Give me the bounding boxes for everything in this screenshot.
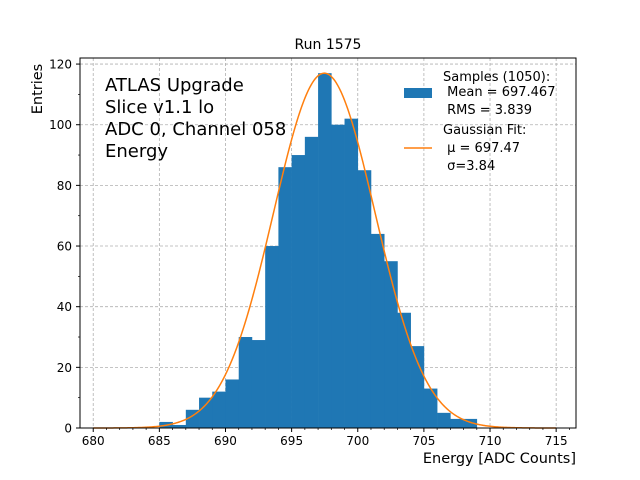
histogram-bars	[159, 73, 478, 429]
x-tick-label: 690	[214, 434, 237, 448]
histogram-bar	[463, 418, 478, 428]
x-tick-label: 695	[280, 434, 303, 448]
histogram-bar	[212, 391, 226, 428]
legend-fit-label: Gaussian Fit:	[443, 123, 526, 138]
annotation-line: ATLAS Upgrade	[105, 75, 244, 96]
x-tick-label: 700	[346, 434, 369, 448]
histogram-bar	[344, 118, 359, 429]
histogram-bar	[304, 136, 319, 428]
histogram-bar	[172, 424, 187, 428]
legend-samples-mean: Mean = 697.467	[443, 85, 555, 100]
histogram-bar	[410, 346, 425, 428]
annotation-line: Energy	[105, 141, 168, 162]
histogram-bar	[384, 261, 398, 428]
x-tick-label: 705	[412, 434, 435, 448]
legend-samples-label: Samples (1050):	[443, 70, 550, 85]
histogram-bar	[357, 170, 372, 428]
plot-frame	[79, 57, 577, 429]
histogram-bar	[238, 337, 253, 428]
histogram-bar	[265, 246, 279, 428]
annotation-line: Slice v1.1 lo	[105, 97, 214, 118]
x-tick-label: 685	[148, 434, 171, 448]
legend-fit-mu: μ = 697.47	[443, 141, 520, 156]
y-axis-ticks: 0 20 40 60 80 100 120	[49, 58, 80, 436]
legend-samples-rms: RMS = 3.839	[443, 103, 532, 118]
y-tick-label: 100	[49, 118, 72, 132]
histogram-bar	[397, 312, 411, 428]
histogram-bar	[437, 412, 451, 428]
y-tick-label: 40	[57, 300, 72, 314]
histogram-bar	[370, 233, 385, 428]
annotation-box: ATLAS Upgrade Slice v1.1 lo ADC 0, Chann…	[105, 75, 286, 162]
chart-title: Run 1575	[295, 37, 362, 53]
x-tick-label: 680	[82, 434, 105, 448]
y-tick-label: 120	[49, 58, 72, 72]
histogram-bar	[331, 124, 345, 428]
x-tick-label: 710	[479, 434, 502, 448]
histogram-bar	[278, 167, 292, 428]
y-tick-label: 0	[64, 422, 72, 436]
x-tick-label: 715	[545, 434, 568, 448]
gaussian-fit-curve	[93, 72, 557, 429]
histogram-bar	[318, 73, 332, 428]
histogram-bar	[251, 340, 266, 428]
histogram-bar	[185, 409, 200, 428]
histogram-bar	[199, 397, 213, 428]
x-axis-label: Energy [ADC Counts]	[423, 451, 576, 467]
legend-fit-sigma: σ=3.84	[443, 159, 495, 174]
y-tick-label: 60	[57, 240, 72, 254]
x-axis-ticks: 680 685 690 695 700 705 710 715	[82, 428, 570, 448]
y-axis-label: Entries	[30, 64, 46, 115]
histogram-bar	[423, 388, 438, 428]
annotation-line: ADC 0, Channel 058	[105, 119, 286, 140]
histogram-bar	[291, 155, 306, 428]
legend-samples-swatch	[404, 88, 432, 98]
y-tick-label: 80	[57, 179, 72, 193]
histogram-bar	[225, 379, 240, 428]
legend: Samples (1050): Mean = 697.467 RMS = 3.8…	[404, 70, 555, 174]
y-tick-label: 20	[57, 361, 72, 375]
histogram-bar	[450, 418, 464, 428]
